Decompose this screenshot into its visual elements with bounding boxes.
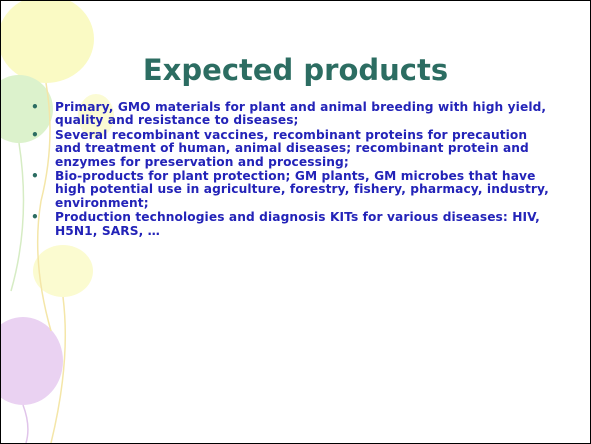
bullet-text: Production technologies and diagnosis KI… <box>55 210 540 238</box>
balloon <box>33 245 93 297</box>
slide-title: Expected products <box>142 53 449 87</box>
bullet-text: Primary, GMO materials for plant and ani… <box>55 100 547 128</box>
bullet-item: • Several recombinant vaccines, recombina… <box>31 127 551 169</box>
string <box>36 82 52 332</box>
balloon <box>1 75 53 143</box>
bullet-item: • Production technologies and diagnosis K… <box>31 210 551 238</box>
bullet-dot: • <box>31 169 39 184</box>
balloon <box>78 94 114 138</box>
string <box>10 142 25 292</box>
bullet-item: • Primary, GMO materials for plant and an… <box>31 100 551 128</box>
bullet-dot: • <box>31 127 39 142</box>
balloon <box>1 1 94 83</box>
bullet-list: • Primary, GMO materials for plant and an… <box>31 100 551 239</box>
bullet-dot: • <box>31 210 39 225</box>
string <box>50 296 67 443</box>
bullet-dot: • <box>31 100 39 114</box>
string <box>22 404 29 443</box>
balloon <box>1 317 63 405</box>
bullet-text: Several recombinant vaccines, recombinan… <box>55 127 529 169</box>
bullet-item: • Bio-products for plant protection; GM p… <box>31 169 551 210</box>
bullet-text: Bio-products for plant protection; GM pl… <box>55 169 549 210</box>
